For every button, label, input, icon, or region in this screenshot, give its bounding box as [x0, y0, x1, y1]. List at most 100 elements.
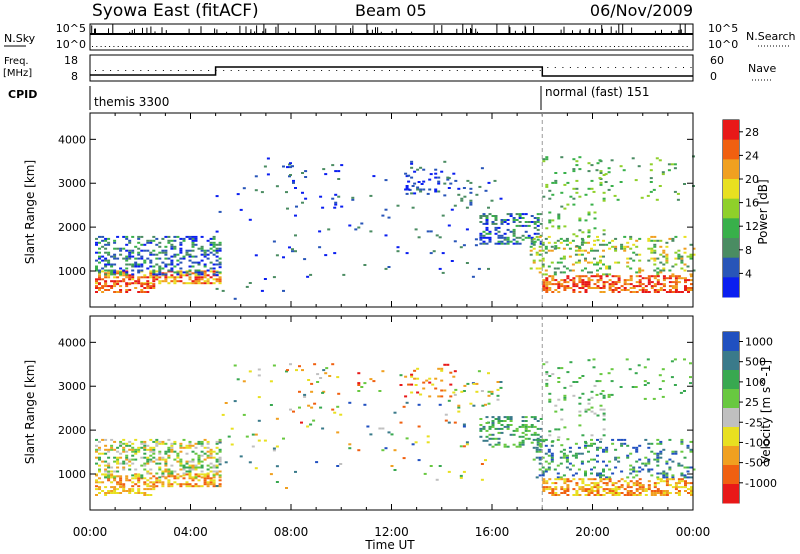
power-cell	[684, 279, 687, 282]
power-cell	[479, 215, 483, 217]
velocity-cell	[521, 443, 525, 446]
velocity-cell	[496, 388, 500, 391]
nave-dot	[600, 67, 601, 68]
power-cell	[482, 240, 486, 243]
velocity-cell	[224, 461, 228, 464]
power-cell	[644, 291, 648, 293]
velocity-cell	[670, 376, 674, 379]
velocity-cell	[173, 450, 177, 453]
power-cell	[179, 257, 183, 260]
power-cell	[334, 203, 338, 206]
power-cell	[544, 269, 548, 272]
power-cell	[131, 276, 135, 279]
power-cell	[188, 269, 192, 272]
power-cell	[176, 259, 180, 262]
power-cell	[610, 185, 614, 187]
nave-dot	[185, 70, 187, 71]
velocity-cell	[182, 477, 186, 480]
nsearch-dot	[656, 46, 658, 47]
power-cell	[218, 263, 222, 266]
velocity-cell	[170, 472, 174, 475]
power-cell	[536, 228, 540, 231]
nsearch-dot	[297, 46, 299, 47]
power-cell	[563, 285, 567, 288]
velocity-cell	[188, 468, 192, 471]
power-cell	[405, 187, 409, 189]
velocity-ylabel: Slant Range [km]	[23, 360, 37, 464]
nsearch-dot	[327, 46, 329, 47]
velocity-cell	[197, 442, 201, 445]
velocity-cell	[182, 474, 186, 477]
power-cell	[599, 267, 602, 270]
velocity-cell	[556, 476, 560, 479]
power-cell	[671, 237, 675, 240]
power-cell	[497, 236, 501, 239]
power-cell	[215, 251, 219, 254]
power-cell	[191, 243, 195, 246]
power-cell	[140, 255, 144, 258]
power-cell	[134, 257, 138, 260]
velocity-cell	[149, 448, 153, 451]
velocity-cell	[110, 490, 114, 492]
velocity-cell	[538, 458, 542, 461]
power-cell	[212, 253, 216, 256]
nave-dot	[494, 70, 496, 71]
power-cell	[282, 165, 285, 168]
velocity-cell	[298, 406, 301, 409]
power-cell	[623, 281, 627, 284]
power-cell	[524, 213, 528, 216]
power-cell	[596, 235, 599, 238]
power-cell	[469, 181, 473, 184]
power-cell	[215, 247, 219, 250]
velocity-cell	[446, 363, 450, 366]
power-cell	[614, 247, 618, 250]
power-cell	[581, 285, 585, 288]
velocity-cell	[584, 442, 588, 445]
velocity-cell	[647, 462, 651, 465]
power-cell	[539, 240, 543, 243]
velocity-cell	[605, 464, 609, 467]
power-cell	[506, 242, 510, 245]
power-cell	[499, 197, 503, 200]
power-cell	[650, 285, 654, 288]
velocity-cell	[119, 477, 123, 480]
velocity-cell	[542, 482, 546, 485]
power-cell	[641, 277, 645, 280]
velocity-cell	[149, 458, 153, 461]
velocity-cell	[490, 392, 494, 395]
power-cell	[485, 215, 489, 217]
velocity-cell	[581, 478, 585, 481]
power-cell	[179, 251, 183, 254]
velocity-cell	[185, 481, 189, 484]
power-cell	[674, 285, 678, 288]
power-colorbar-label: Power [dB]	[756, 179, 770, 244]
power-cell	[146, 291, 150, 293]
power-cell	[146, 241, 150, 244]
velocity-cell	[209, 462, 213, 465]
nsearch-dot	[609, 46, 611, 47]
power-cell	[541, 243, 545, 246]
velocity-cell	[559, 476, 563, 479]
power-cell	[200, 247, 204, 250]
power-cell	[128, 249, 132, 252]
velocity-cell	[218, 470, 222, 473]
cpid-mode-themis: themis 3300	[94, 95, 169, 109]
power-cell	[437, 190, 441, 193]
power-cell	[494, 215, 498, 217]
velocity-cell	[425, 379, 429, 382]
nsearch-dot	[314, 46, 316, 47]
velocity-cell	[285, 370, 288, 373]
nsearch-dot	[477, 46, 479, 47]
velocity-cell	[578, 488, 582, 491]
power-cell	[512, 234, 516, 237]
power-cell	[631, 157, 635, 160]
velocity-cell	[503, 420, 507, 422]
power-cell	[405, 185, 409, 187]
velocity-cell	[191, 450, 195, 453]
velocity-cell	[625, 358, 629, 361]
power-cell	[590, 271, 593, 274]
velocity-cell	[674, 450, 678, 453]
velocity-cell	[689, 362, 692, 365]
velocity-cell	[306, 425, 310, 428]
power-cell	[656, 273, 660, 276]
